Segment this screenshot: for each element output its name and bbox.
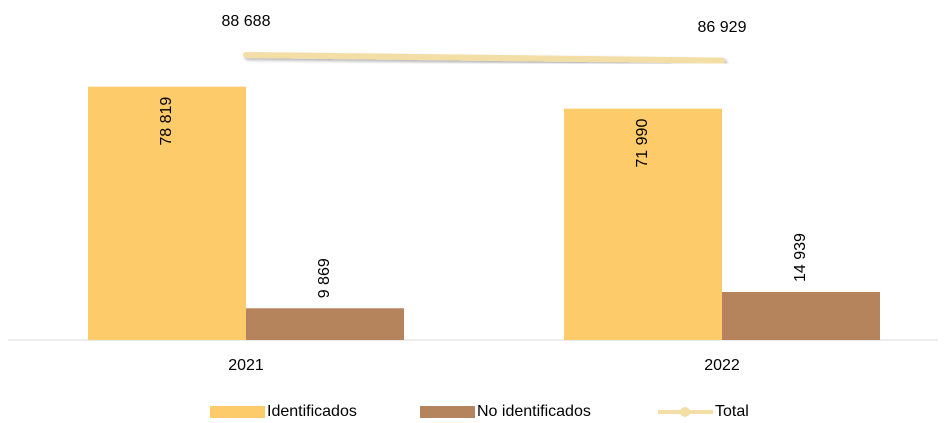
legend-marker [680, 407, 690, 417]
legend-label: Total [715, 403, 749, 420]
bar [246, 308, 404, 340]
x-tick-label: 2021 [228, 357, 264, 374]
data-label: 88 688 [222, 13, 271, 30]
data-label: 86 929 [698, 19, 747, 36]
data-label: 14 939 [792, 233, 809, 282]
legend-swatch [420, 406, 475, 418]
x-tick-label: 2022 [704, 357, 740, 374]
legend-swatch [210, 406, 265, 418]
data-label: 78 819 [158, 97, 175, 146]
legend-label: No identificados [477, 403, 591, 420]
data-label: 71 990 [634, 119, 651, 168]
bar [722, 291, 880, 340]
line [243, 52, 725, 64]
legend-label: Identificados [267, 403, 357, 420]
data-label: 9 869 [316, 258, 333, 298]
bar [88, 86, 246, 340]
bar [564, 108, 722, 340]
